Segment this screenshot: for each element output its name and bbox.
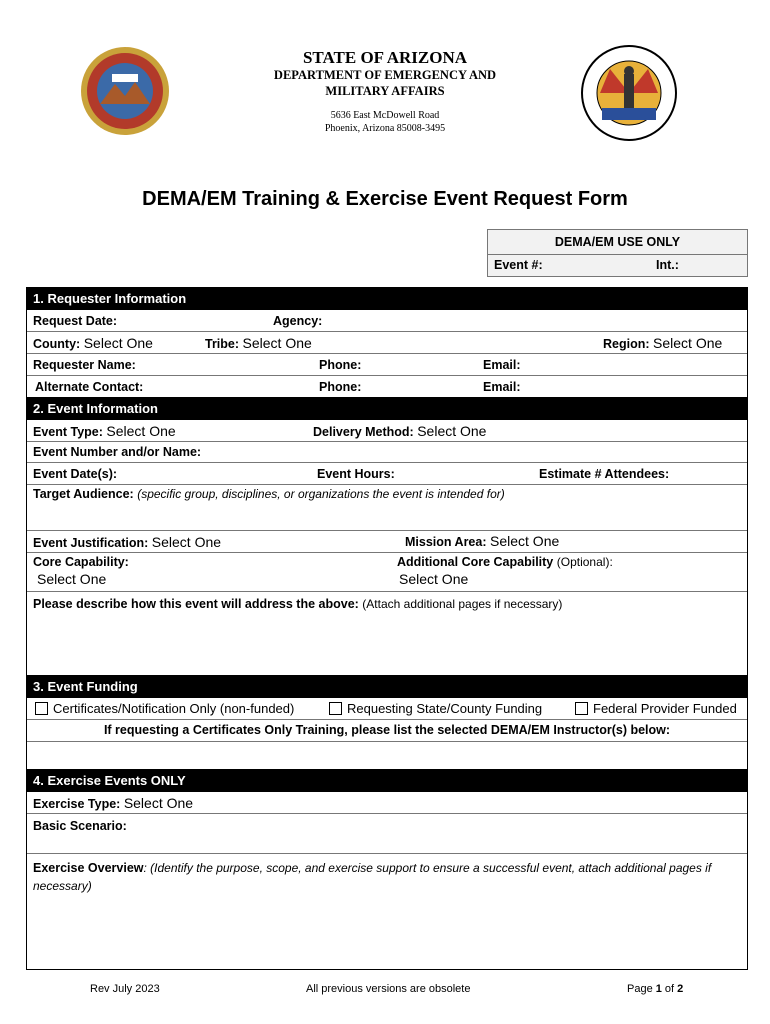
event-dates-field[interactable]: Event Date(s):	[33, 467, 118, 481]
row-event-dates: Event Date(s): Event Hours: Estimate # A…	[27, 463, 747, 485]
row-exercise-type: Exercise Type: Select One	[27, 792, 747, 814]
page-number: Page 1 of 2	[627, 983, 683, 995]
event-name-field[interactable]: Event Number and/or Name:	[33, 445, 202, 459]
row-alternate: Alternate Contact: Phone: Email:	[27, 376, 747, 397]
request-form: 1. Requester Information Request Date: A…	[26, 287, 748, 970]
basic-scenario-field[interactable]: Basic Scenario:	[27, 814, 747, 854]
delivery-method-label: Delivery Method:	[313, 425, 414, 439]
funding-option-label: Requesting State/County Funding	[347, 701, 543, 716]
delivery-method-select[interactable]: Select One	[417, 423, 487, 439]
describe-label: Please describe how this event will addr…	[33, 597, 359, 611]
section-1-header: 1. Requester Information	[27, 287, 747, 310]
optional-label: (Optional):	[556, 555, 613, 569]
alternate-contact-field[interactable]: Alternate Contact:	[35, 380, 144, 394]
page-of: of	[661, 983, 678, 995]
justification-select[interactable]: Select One	[151, 534, 222, 550]
row-event-type: Event Type: Select One Delivery Method: …	[27, 420, 747, 442]
checkbox[interactable]	[329, 702, 342, 715]
exercise-type-label: Exercise Type:	[33, 797, 121, 811]
form-title: DEMA/EM Training & Exercise Event Reques…	[142, 188, 628, 210]
core-capability-select[interactable]: Select One	[37, 571, 107, 587]
department-name: DEPARTMENT OF EMERGENCY AND	[273, 68, 497, 82]
mission-area-select[interactable]: Select One	[490, 533, 560, 549]
tribe-label: Tribe:	[205, 337, 240, 351]
basic-scenario-label: Basic Scenario:	[33, 819, 127, 833]
checkbox[interactable]	[575, 702, 588, 715]
section-2-header: 2. Event Information	[27, 397, 747, 420]
target-audience-hint: (specific group, disciplines, or organiz…	[137, 487, 505, 501]
additional-core-label: Additional Core Capability	[397, 555, 554, 569]
alternate-phone-field[interactable]: Phone:	[319, 380, 362, 394]
int-field[interactable]: Int.:	[656, 258, 679, 272]
row-request-date: Request Date: Agency:	[27, 310, 747, 332]
use-only-heading: DEMA/EM USE ONLY	[488, 230, 747, 255]
request-date-field[interactable]: Request Date:	[33, 314, 118, 328]
exercise-type-select[interactable]: Select One	[123, 795, 194, 811]
describe-field[interactable]: Please describe how this event will addr…	[27, 592, 747, 675]
mission-area-label: Mission Area:	[405, 535, 487, 549]
justification-label: Event Justification:	[33, 536, 149, 550]
row-core-capability: Core Capability: Select One Additional C…	[27, 553, 747, 592]
row-requester: Requester Name: Phone: Email:	[27, 354, 747, 376]
event-type-label: Event Type:	[33, 425, 103, 439]
address-line-2: Phoenix, Arizona 85008-3495	[324, 123, 446, 134]
requester-name-field[interactable]: Requester Name:	[33, 358, 136, 372]
requester-phone-field[interactable]: Phone:	[319, 358, 362, 372]
row-instructors-label: If requesting a Certificates Only Traini…	[27, 720, 747, 742]
describe-hint: (Attach additional pages if necessary)	[362, 597, 563, 611]
agency-field[interactable]: Agency:	[273, 314, 323, 328]
alternate-email-field[interactable]: Email:	[483, 380, 521, 394]
funding-option-label: Federal Provider Funded	[593, 701, 737, 716]
dema-seal	[580, 44, 678, 147]
target-audience-field[interactable]: Target Audience: (specific group, discip…	[27, 485, 747, 531]
county-label: County:	[33, 337, 81, 351]
funding-option-federal[interactable]: Federal Provider Funded	[575, 701, 737, 716]
region-select[interactable]: Select One	[653, 335, 723, 351]
total-pages: 2	[677, 983, 684, 995]
region-label: Region:	[603, 337, 650, 351]
attendees-field[interactable]: Estimate # Attendees:	[539, 467, 670, 481]
exercise-overview-hint: : (Identify the purpose, scope, and exer…	[33, 861, 712, 893]
checkbox[interactable]	[35, 702, 48, 715]
exercise-overview-field[interactable]: Exercise Overview: (Identify the purpose…	[27, 854, 747, 969]
additional-core-select[interactable]: Select One	[399, 571, 469, 587]
row-county: County: Select One Tribe: Select One Reg…	[27, 332, 747, 354]
target-audience-label: Target Audience:	[33, 487, 134, 501]
event-type-select[interactable]: Select One	[106, 423, 176, 439]
address-line-1: 5636 East McDowell Road	[330, 110, 440, 121]
department-name-2: MILITARY AFFAIRS	[325, 84, 445, 98]
event-hours-field[interactable]: Event Hours:	[317, 467, 395, 481]
exercise-overview-label: Exercise Overview	[33, 861, 144, 875]
arizona-state-seal	[80, 44, 170, 143]
core-capability-label: Core Capability:	[33, 555, 129, 569]
instructors-label: If requesting a Certificates Only Traini…	[103, 723, 671, 737]
funding-option-label: Certificates/Notification Only (non-fund…	[53, 701, 295, 716]
obsolete-note: All previous versions are obsolete	[306, 983, 471, 995]
funding-option-certificates[interactable]: Certificates/Notification Only (non-fund…	[35, 701, 294, 716]
row-justification: Event Justification: Select One Mission …	[27, 531, 747, 553]
section-3-header: 3. Event Funding	[27, 675, 747, 698]
state-name: STATE OF ARIZONA	[302, 48, 468, 67]
instructors-field[interactable]	[27, 742, 747, 769]
dema-use-only-box: DEMA/EM USE ONLY Event #: Int.:	[487, 229, 748, 277]
event-number-field[interactable]: Event #:	[494, 258, 543, 272]
revision-date: Rev July 2023	[90, 983, 160, 995]
county-select[interactable]: Select One	[83, 335, 153, 351]
current-page: 1	[655, 983, 662, 995]
section-4-header: 4. Exercise Events ONLY	[27, 769, 747, 792]
page-prefix: Page	[627, 983, 656, 995]
tribe-select[interactable]: Select One	[242, 335, 312, 351]
row-event-name: Event Number and/or Name:	[27, 442, 747, 463]
funding-option-state-county[interactable]: Requesting State/County Funding	[329, 701, 542, 716]
requester-email-field[interactable]: Email:	[483, 358, 521, 372]
row-funding-options: Certificates/Notification Only (non-fund…	[27, 698, 747, 720]
